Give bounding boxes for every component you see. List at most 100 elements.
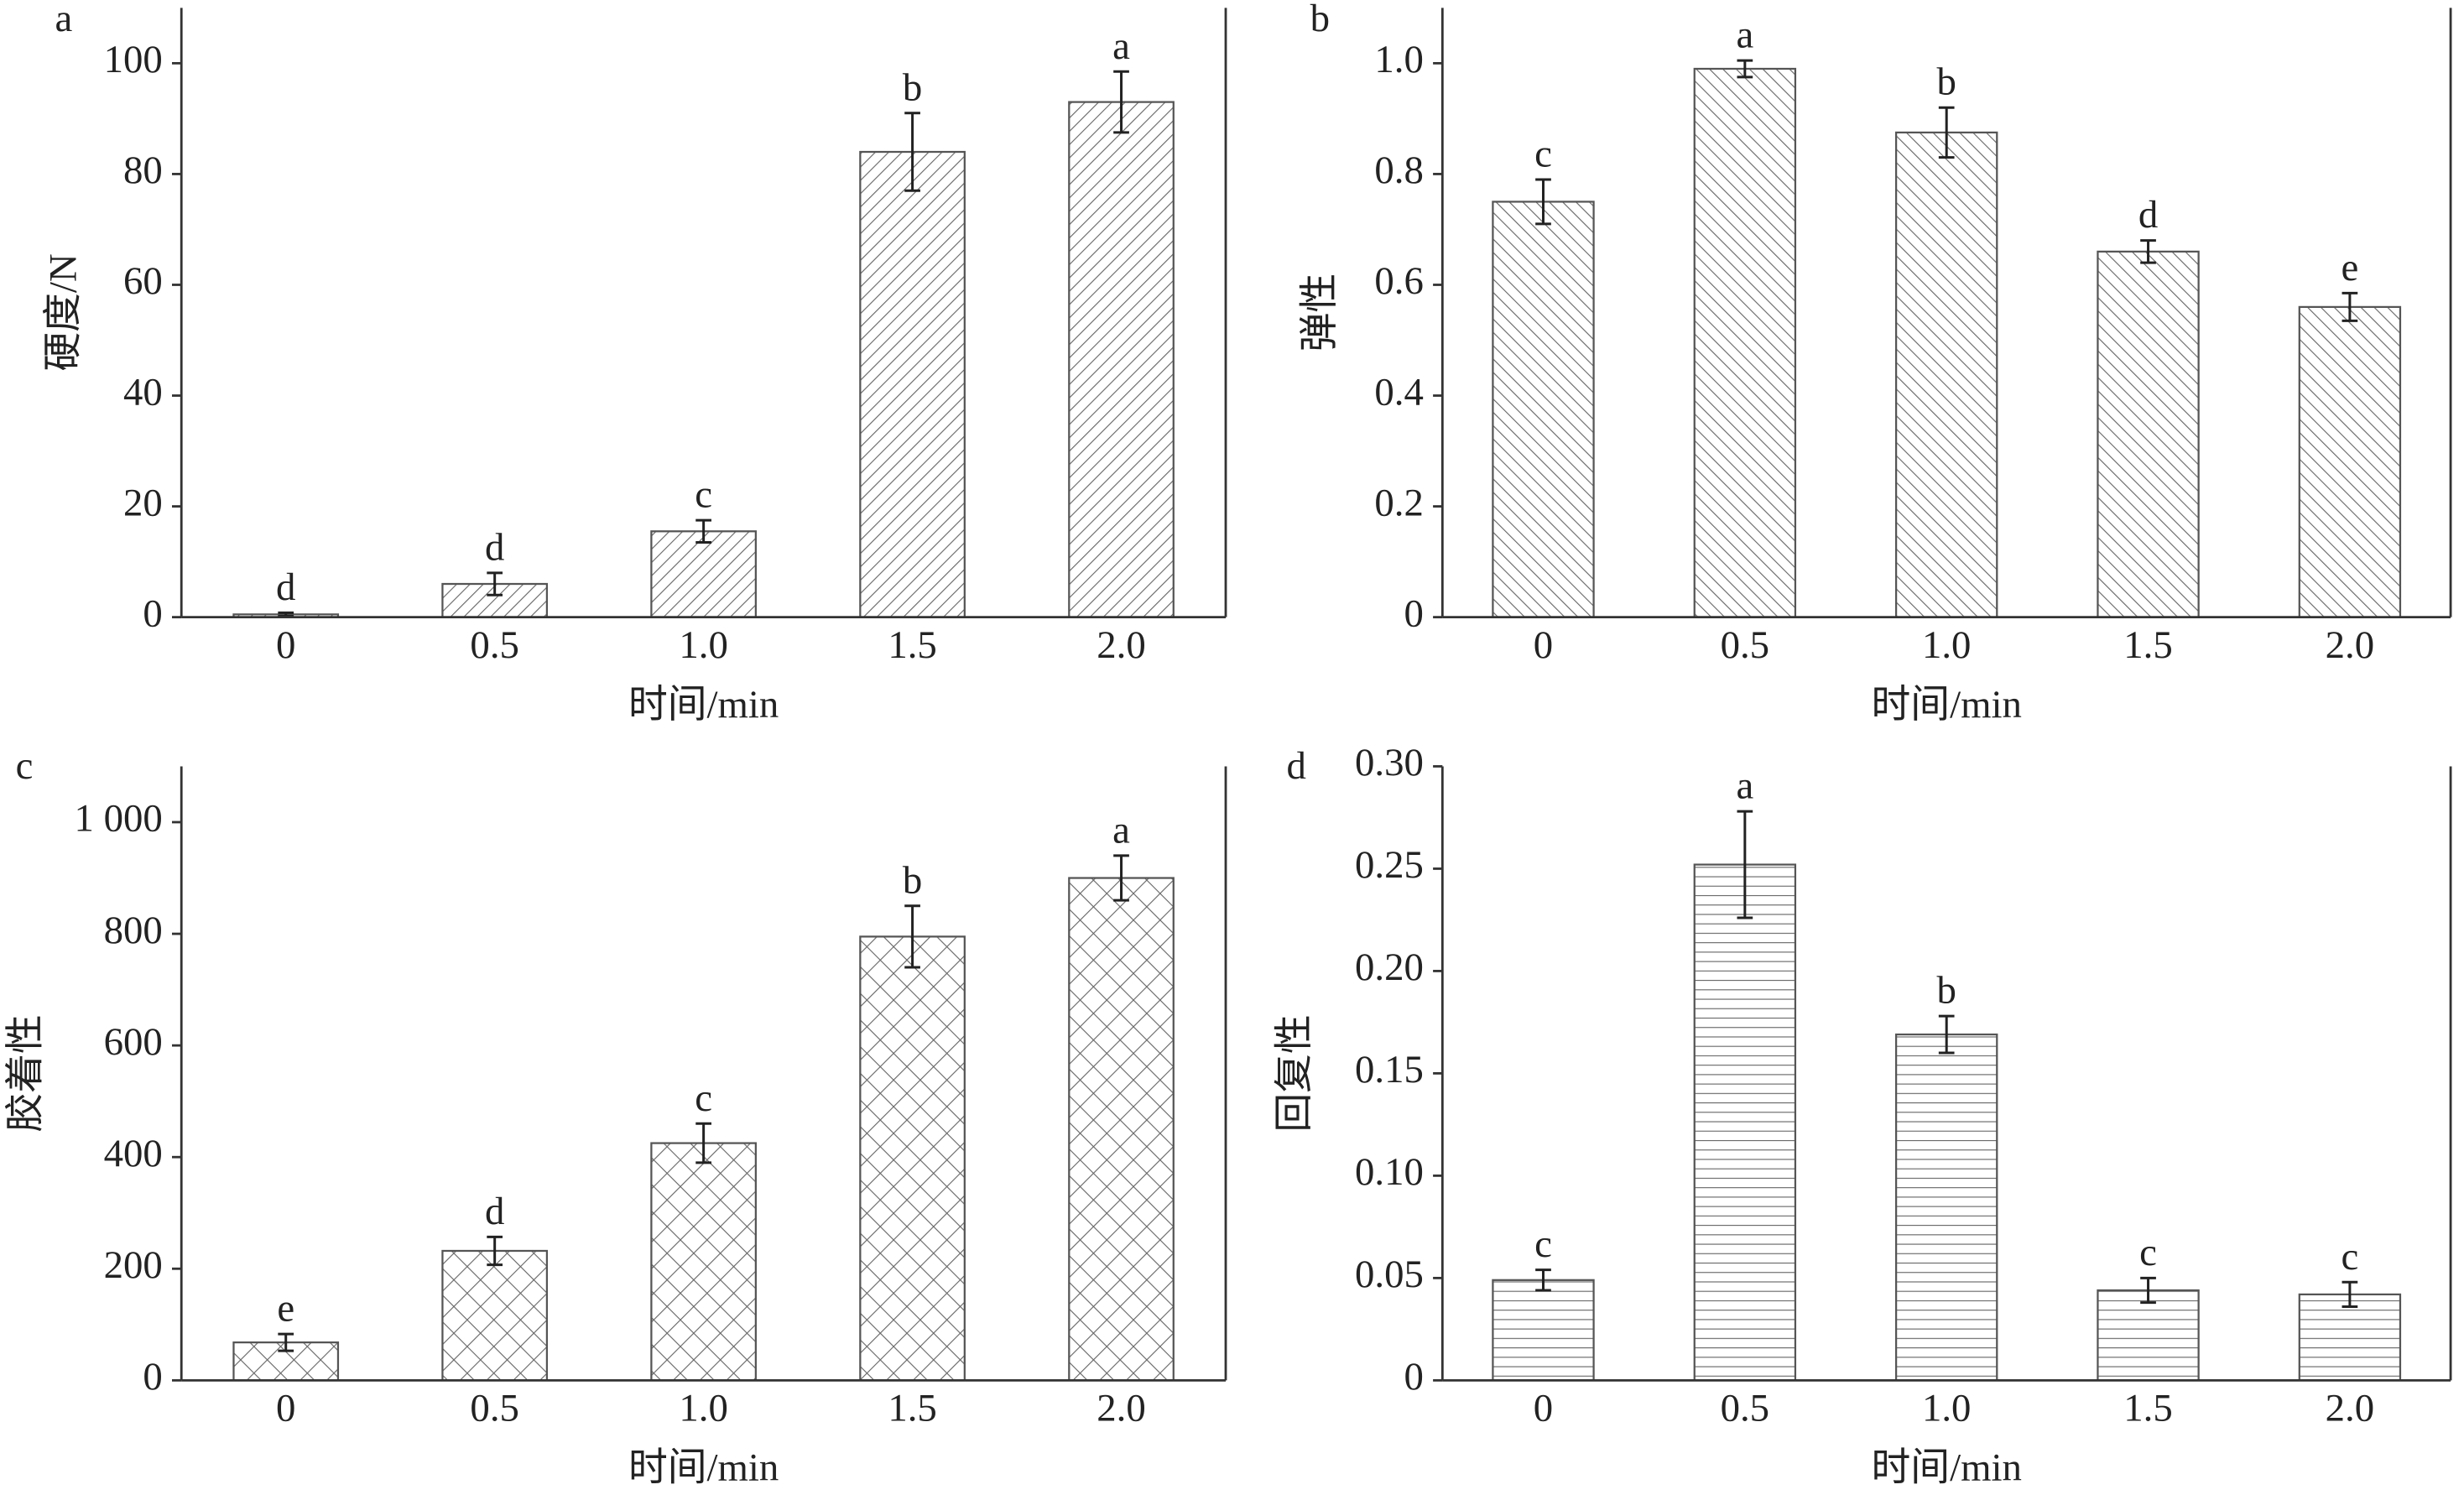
significance-letter: e [2341, 246, 2358, 289]
x-axis-label: 时间/min [1872, 1446, 2022, 1490]
y-tick-label: 100 [104, 38, 163, 81]
bar [859, 935, 966, 1382]
panel-label: d [1287, 744, 1306, 788]
y-tick-label: 0.15 [1355, 1048, 1424, 1091]
significance-letter: c [695, 473, 712, 517]
y-tick-label: 0.30 [1355, 741, 1424, 784]
error-bar [1113, 70, 1129, 134]
error-bar [904, 112, 920, 192]
error-bar [487, 1235, 503, 1267]
y-tick-label: 200 [104, 1243, 163, 1287]
error-bar [1737, 810, 1753, 919]
bar [1894, 1033, 1998, 1382]
y-tick-label: 0 [143, 591, 162, 635]
bar [1693, 863, 1797, 1382]
y-tick-label: 600 [104, 1020, 163, 1064]
y-tick-label: 0.4 [1374, 370, 1423, 414]
y-tick-label: 0.25 [1355, 843, 1424, 887]
x-tick-label: 1.5 [2123, 1387, 2172, 1430]
error-bar [1938, 106, 1955, 159]
error-bar [904, 904, 920, 969]
y-tick-label: 0.05 [1355, 1253, 1424, 1296]
y-tick-label: 0.2 [1374, 481, 1423, 524]
y-tick-label: 0.10 [1355, 1150, 1424, 1194]
y-tick-label: 80 [123, 148, 163, 192]
error-bar [1113, 854, 1129, 902]
error-bar [695, 1122, 711, 1164]
bar [1068, 101, 1175, 618]
x-tick-label: 1.0 [679, 623, 727, 667]
x-tick-label: 1.5 [2123, 623, 2172, 667]
y-tick-label: 800 [104, 909, 163, 952]
bar [1492, 201, 1595, 618]
significance-letter: c [1534, 1222, 1552, 1266]
x-tick-label: 0 [1534, 1387, 1553, 1430]
y-axis-label: 胶着性 [3, 1014, 47, 1132]
y-tick-label: 0 [143, 1355, 162, 1399]
error-bar [2342, 291, 2358, 322]
significance-letter: d [2138, 193, 2158, 237]
y-tick-label: 0.8 [1374, 148, 1423, 192]
error-bar [278, 1332, 294, 1352]
significance-letter: a [1112, 24, 1130, 68]
significance-letter: c [695, 1076, 712, 1120]
bar [650, 530, 757, 618]
error-bar [1938, 1014, 1955, 1055]
error-bar [2140, 1276, 2156, 1305]
y-tick-label: 0.20 [1355, 945, 1424, 989]
x-tick-label: 0 [1534, 623, 1553, 667]
bar [441, 1249, 549, 1382]
y-tick-label: 1.0 [1374, 38, 1423, 81]
y-tick-label: 400 [104, 1132, 163, 1175]
panel-label: c [16, 744, 34, 788]
bar [2298, 305, 2402, 618]
bar [650, 1142, 757, 1382]
error-bar [695, 518, 711, 544]
significance-letter: a [1112, 808, 1130, 852]
x-axis-label: 时间/min [628, 1446, 779, 1490]
y-axis-label: 硬度/N [41, 253, 85, 371]
x-tick-label: 2.0 [1097, 1387, 1145, 1430]
y-axis-label: 弹性 [1298, 273, 1341, 352]
x-tick-label: 0.5 [470, 1387, 518, 1430]
significance-letter: b [903, 858, 922, 902]
significance-letter: d [276, 565, 295, 609]
bar [1693, 67, 1797, 618]
significance-letter: b [1936, 60, 1956, 104]
x-tick-label: 0.5 [1721, 1387, 1769, 1430]
x-axis-label: 时间/min [1872, 683, 2022, 727]
x-tick-label: 0.5 [1721, 623, 1769, 667]
error-bar [1535, 178, 1551, 226]
error-bar [1535, 1268, 1551, 1292]
y-tick-label: 40 [123, 370, 163, 414]
x-tick-label: 0 [276, 1387, 295, 1430]
y-tick-label: 1 000 [75, 797, 163, 841]
x-tick-label: 1.0 [1922, 1387, 1971, 1430]
bar [2097, 250, 2200, 618]
significance-letter: a [1736, 764, 1753, 808]
significance-letter: e [277, 1287, 294, 1331]
x-tick-label: 1.0 [679, 1387, 727, 1430]
bar [1894, 131, 1998, 618]
y-tick-label: 20 [123, 481, 163, 524]
y-tick-label: 60 [123, 259, 163, 303]
bar [1068, 877, 1175, 1382]
significance-letter: c [1534, 133, 1552, 176]
significance-letter: d [485, 1190, 504, 1233]
x-tick-label: 2.0 [2326, 623, 2374, 667]
panel-label: b [1310, 0, 1330, 40]
x-tick-label: 2.0 [2326, 1387, 2374, 1430]
y-tick-label: 0 [1404, 591, 1423, 635]
significance-letter: b [903, 65, 922, 109]
significance-letter: c [2139, 1231, 2157, 1274]
significance-letter: a [1736, 13, 1753, 57]
error-bar [487, 571, 503, 596]
panel-label: a [55, 0, 72, 40]
bar [859, 150, 966, 618]
significance-letter: d [485, 525, 504, 569]
x-tick-label: 1.5 [888, 623, 936, 667]
x-tick-label: 1.5 [888, 1387, 936, 1430]
x-axis-label: 时间/min [628, 683, 779, 727]
error-bar [1737, 59, 1753, 79]
